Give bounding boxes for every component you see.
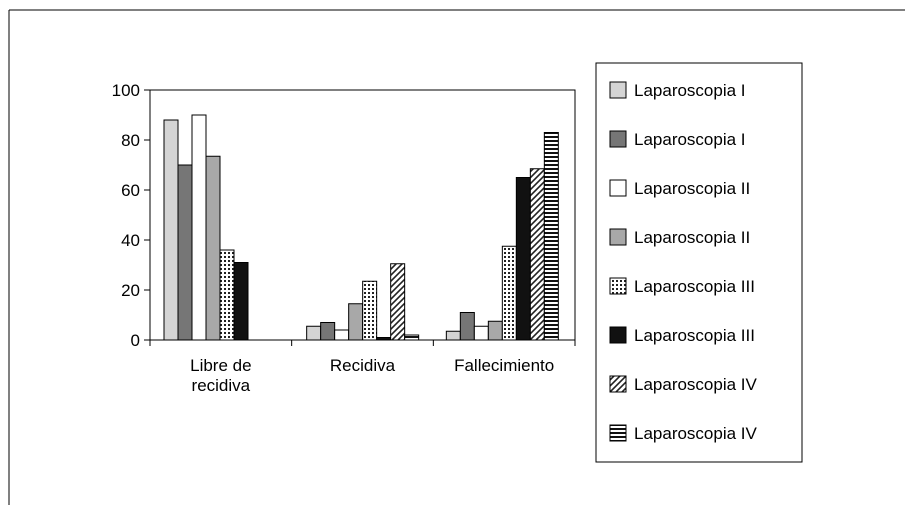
legend-swatch [609,228,627,246]
y-tick-label: 40 [121,231,140,250]
bar [177,164,193,341]
bar [306,325,322,341]
bar [334,329,350,341]
y-tick-label: 20 [121,281,140,300]
legend-label: Laparoscopia III [634,277,755,296]
bar [543,132,559,341]
legend-swatch [609,81,627,99]
legend-label: Laparoscopia I [634,130,746,149]
legend-swatch [609,179,627,197]
legend-label: Laparoscopia I [634,81,746,100]
bar [487,320,503,341]
legend-label: Laparoscopia IV [634,424,758,443]
y-tick-label: 100 [112,81,140,100]
bar [390,263,406,341]
bar [473,325,489,341]
bar [501,245,517,341]
y-tick-label: 80 [121,131,140,150]
bar [191,114,207,341]
legend-swatch [609,424,627,442]
bar [320,322,336,341]
y-tick-label: 60 [121,181,140,200]
legend-label: Laparoscopia III [634,326,755,345]
bar [163,119,179,341]
bar [348,303,364,341]
legend-box [595,62,803,463]
bar [445,330,461,341]
legend-label: Laparoscopia IV [634,375,758,394]
bar [376,337,392,341]
x-category-label: Recidiva [330,356,396,375]
legend-swatch [609,130,627,148]
x-category-label: Fallecimiento [454,356,554,375]
legend-swatch [609,326,627,344]
bar [529,168,545,341]
y-tick-label: 0 [131,331,140,350]
bar [219,249,235,341]
x-category-label: recidiva [192,376,251,395]
x-category-label: Libre de [190,356,251,375]
bar [233,262,249,341]
bar [515,177,531,341]
legend-label: Laparoscopia II [634,179,750,198]
bar [362,280,378,341]
legend-label: Laparoscopia II [634,228,750,247]
bar [459,312,475,341]
legend-swatch [609,375,627,393]
legend: Laparoscopia I Laparoscopia I Laparoscopia… [595,62,803,463]
legend-swatch [609,277,627,295]
bar [404,334,420,341]
bar [205,155,221,341]
outer-frame [8,9,905,505]
